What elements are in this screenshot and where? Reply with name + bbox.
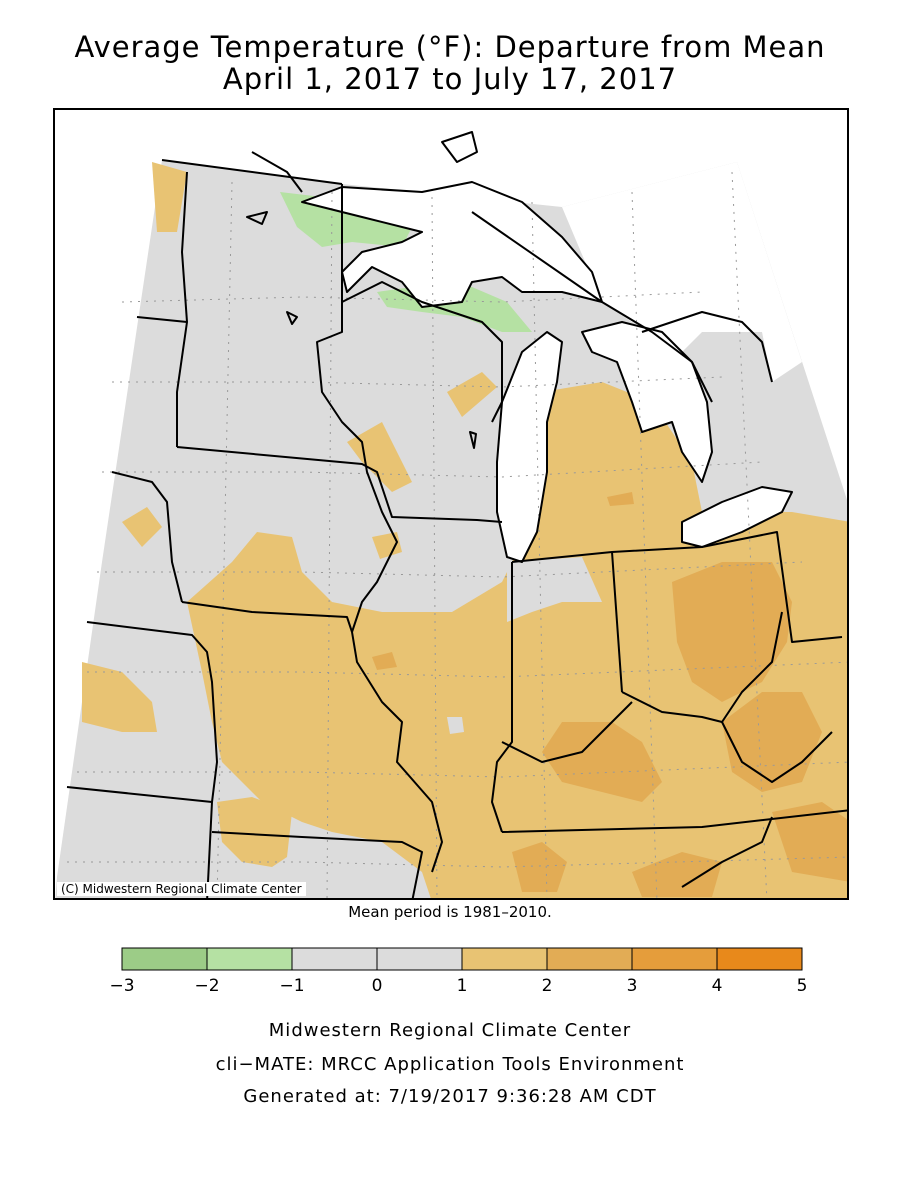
legend-bin (716, 947, 803, 971)
departure-2-3-region (672, 562, 792, 702)
legend-bin (121, 947, 208, 971)
shorelines (246, 131, 793, 563)
legend-tick-label: 3 (627, 976, 638, 996)
legend-bin (376, 947, 463, 971)
legend-tick-label: −1 (279, 976, 304, 996)
mean-period-note: Mean period is 1981–2010. (348, 903, 552, 921)
lake-superior (302, 182, 602, 307)
departure-2-3-region (632, 852, 722, 897)
departure-2-3-region (772, 802, 847, 882)
state-boundaries (66, 159, 847, 898)
legend-tick-label: 1 (457, 976, 468, 996)
departure-1-2-region (187, 382, 847, 898)
departure-1-2-region (217, 797, 292, 867)
map-frame: (C) Midwestern Regional Climate Center (53, 108, 849, 900)
color-legend: −3 −2 −1 0 1 2 3 4 5 (109, 946, 810, 1010)
footer-generated: Generated at: 7/19/2017 9:36:28 AM CDT (243, 1086, 657, 1107)
departure-map (55, 131, 847, 898)
map-date-range: April 1, 2017 to July 17, 2017 (222, 62, 678, 96)
departure-1-2-region (122, 507, 162, 547)
legend-tick-label: 4 (712, 976, 723, 996)
legend-tick-label: 5 (797, 976, 808, 996)
ontario-land (562, 162, 802, 382)
lake-erie (682, 487, 792, 547)
departure-2-3-region (372, 652, 397, 670)
departure-1-2-region (347, 422, 412, 492)
legend-tick-label: 0 (372, 976, 383, 996)
legend-tick-label: −3 (110, 976, 135, 996)
departure-2-3-region (512, 842, 567, 892)
map-title: Average Temperature (°F): Departure from… (74, 30, 826, 64)
departure-2-3-region (722, 692, 822, 792)
legend-bin (546, 947, 633, 971)
departure-1-2-region (152, 162, 187, 232)
legend-colorbar: −3 −2 −1 0 1 2 3 4 5 (109, 947, 808, 996)
copyright-label: (C) Midwestern Regional Climate Center (57, 882, 306, 896)
footer-tool: cli−MATE: MRCC Application Tools Environ… (215, 1054, 685, 1075)
legend-bin (461, 947, 548, 971)
departure-1-2-region (82, 662, 157, 732)
legend-bin (291, 947, 378, 971)
legend-tick-label: 2 (542, 976, 553, 996)
graticule (67, 171, 847, 898)
legend-bin (631, 947, 718, 971)
departure-1-2-region (447, 372, 497, 417)
legend-tick-label: −2 (194, 976, 219, 996)
departure-2-3-region (542, 722, 662, 802)
legend-bin (206, 947, 293, 971)
footer-org: Midwestern Regional Climate Center (268, 1020, 632, 1041)
departure-2-3-region (607, 492, 634, 506)
lake-michigan (497, 332, 562, 562)
departure-neutral-region (447, 717, 464, 734)
